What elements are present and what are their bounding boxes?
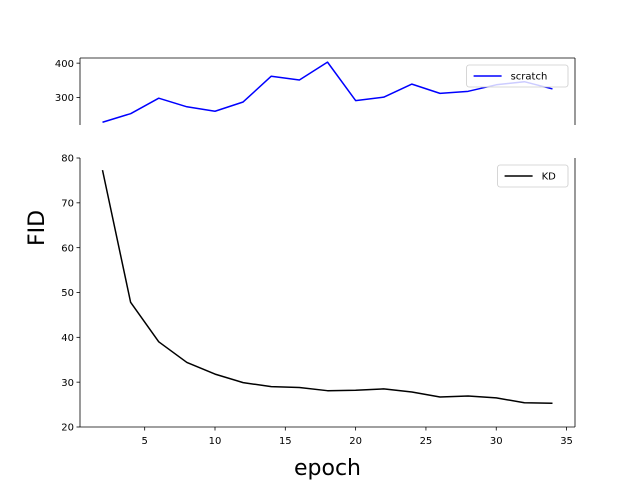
bottom-y-ticks: 20 30 40 50 60 70 80: [61, 154, 80, 434]
series-line-KD: [101, 169, 553, 404]
legend-label: scratch: [511, 72, 548, 83]
y-tick-label: 80: [61, 154, 74, 165]
legend-box: [497, 164, 569, 188]
bottom-series-group: [101, 169, 553, 404]
legend-label: KD: [542, 172, 557, 183]
x-tick-label: 25: [420, 436, 433, 447]
y-tick-label: 400: [55, 59, 74, 70]
x-tick-label: 10: [209, 436, 222, 447]
bottom-panel: 20 30 40 50 60 70 80 5 10 15 20 25 30 35 KD: [61, 154, 576, 447]
bottom-x-ticks: 5 10 15 20 25 30 35: [142, 427, 573, 447]
y-tick-label: 20: [61, 423, 74, 434]
top-series-group: [102, 61, 553, 123]
x-tick-label: 20: [349, 436, 362, 447]
y-tick-label: 300: [55, 93, 74, 104]
y-tick-label: 40: [61, 333, 74, 344]
top-y-ticks: 300 400: [55, 59, 80, 104]
top-panel: 300 400 scratch: [55, 57, 576, 125]
x-tick-label: 35: [560, 436, 573, 447]
top-legend: scratch: [466, 64, 569, 88]
series-line-scratch: [102, 61, 553, 123]
top-spines: [79, 57, 576, 125]
x-tick-label: 15: [279, 436, 292, 447]
legend-box: [466, 64, 569, 88]
y-tick-label: 60: [61, 243, 74, 254]
y-axis-title: FID: [25, 210, 50, 246]
x-axis-title: epoch: [294, 456, 361, 480]
y-tick-label: 70: [61, 198, 74, 209]
bottom-legend: KD: [497, 164, 569, 188]
y-tick-label: 50: [61, 288, 74, 299]
x-tick-label: 5: [142, 436, 148, 447]
y-tick-label: 30: [61, 378, 74, 389]
x-tick-label: 30: [490, 436, 503, 447]
